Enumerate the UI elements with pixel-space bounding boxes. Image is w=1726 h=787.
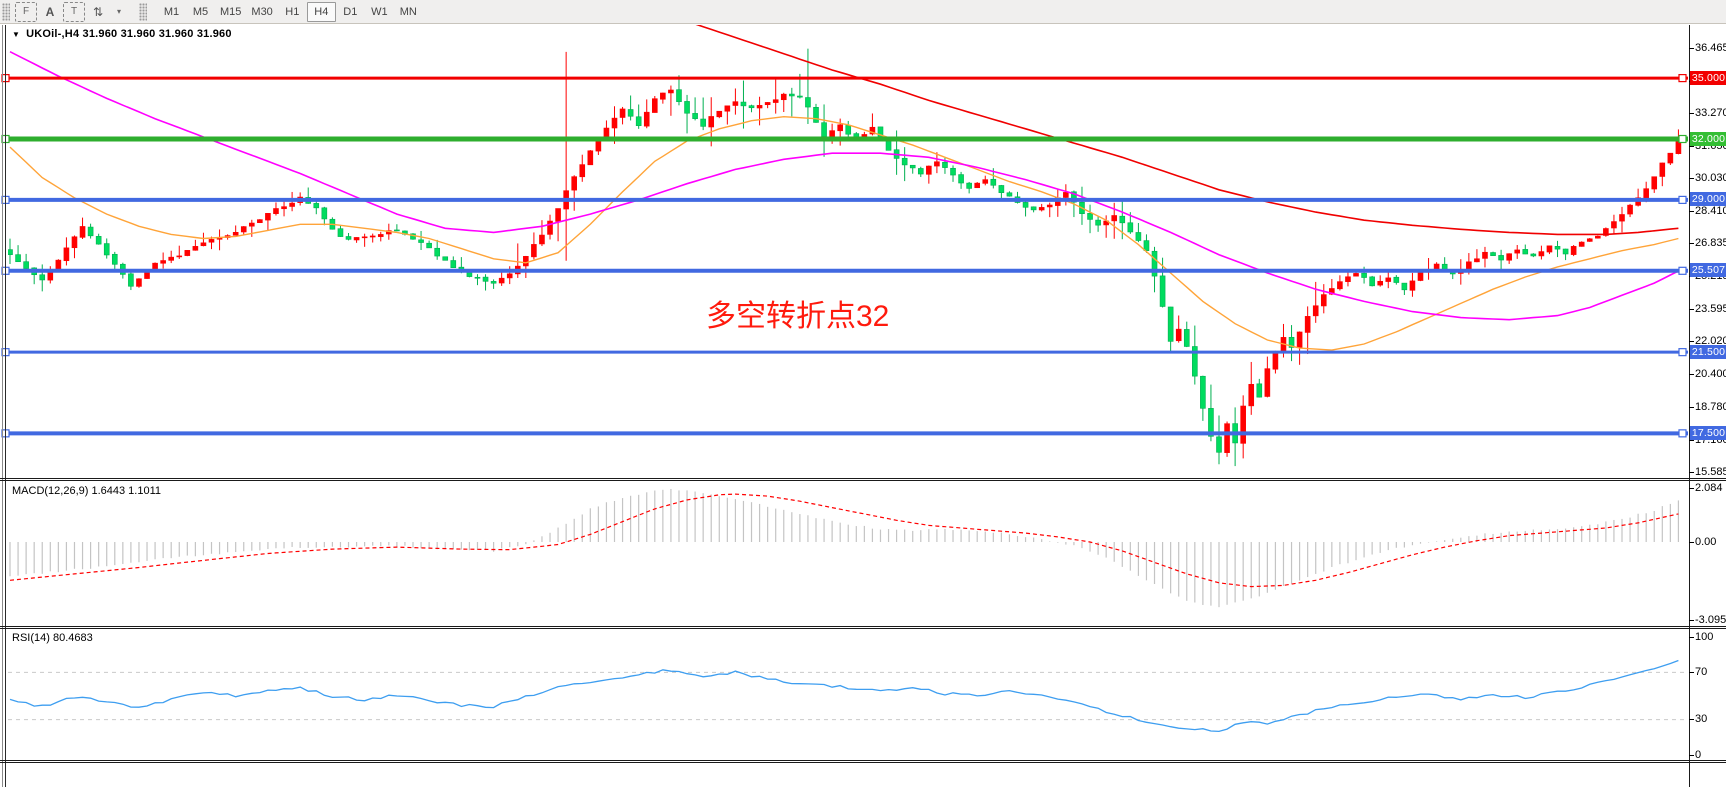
macd-axis-label: 2.084 xyxy=(1695,482,1723,494)
panel-separator xyxy=(0,760,1726,761)
price-tick-mark xyxy=(1689,178,1694,179)
toolbar: F A T ⇅ ▾ M1 M5 M15 M30 H1 H4 D1 W1 MN xyxy=(0,0,1726,24)
candles xyxy=(8,48,1682,467)
chart-window: ▼ UKOil-,H4 31.960 31.960 31.960 31.960 … xyxy=(0,25,1726,787)
rsi-line xyxy=(9,659,1679,733)
price-tick-mark xyxy=(1689,113,1694,114)
price-tick-label: 30.030 xyxy=(1695,172,1726,184)
rsi-axis-label: 100 xyxy=(1695,631,1714,643)
toolbar-icons: F A T ⇅ ▾ xyxy=(14,1,131,22)
price-tick-label: 22.020 xyxy=(1695,335,1726,347)
rsi-axis-label: 70 xyxy=(1695,666,1708,678)
rsi-indicator-label: RSI(14) 80.4683 xyxy=(12,632,93,644)
rsi-axis-label: 0 xyxy=(1695,749,1702,761)
chart-left-border-outer xyxy=(2,25,3,787)
price-tick-label: 36.465 xyxy=(1695,42,1726,54)
panel-separator xyxy=(0,762,1726,763)
rsi-axis-label: 30 xyxy=(1695,713,1708,725)
price-level-line-32.000[interactable] xyxy=(1,134,1688,144)
panel-separator xyxy=(0,628,1726,629)
price-level-badge-32.000: 32.000 xyxy=(1690,132,1726,146)
price-level-badge-17.500: 17.500 xyxy=(1690,426,1726,440)
macd-indicator-label: MACD(12,26,9) 1.6443 1.1011 xyxy=(12,485,161,497)
rsi-tick-mark xyxy=(1689,637,1694,638)
timeframe-button-M1[interactable]: M1 xyxy=(157,2,186,22)
rsi-tick-mark xyxy=(1689,672,1694,673)
chart-left-border-inner xyxy=(5,25,6,787)
panel-separator xyxy=(0,478,1726,479)
toolbar-grip-2[interactable] xyxy=(139,2,147,21)
price-tick-label: 15.585 xyxy=(1695,466,1726,478)
collapse-chart-icon[interactable]: ▼ xyxy=(12,29,21,39)
price-axis-border xyxy=(1689,25,1690,787)
macd-histogram xyxy=(9,488,1680,608)
price-tick-mark xyxy=(1689,440,1694,441)
timeframe-button-W1[interactable]: W1 xyxy=(365,2,394,22)
timeframe-button-D1[interactable]: D1 xyxy=(336,2,365,22)
price-tick-label: 26.835 xyxy=(1695,237,1726,249)
chart-canvas xyxy=(1,25,1688,733)
price-level-line-17.500[interactable] xyxy=(1,429,1688,438)
price-tick-label: 23.595 xyxy=(1695,303,1726,315)
macd-tick-mark xyxy=(1689,542,1694,543)
slow-ma-line xyxy=(695,25,1679,236)
price-tick-label: 20.400 xyxy=(1695,368,1726,380)
timeframe-button-H1[interactable]: H1 xyxy=(278,2,307,22)
timeframe-group: M1 M5 M15 M30 H1 H4 D1 W1 MN xyxy=(157,1,423,22)
panel-separator xyxy=(0,480,1726,481)
price-tick-mark xyxy=(1689,243,1694,244)
panel-separator xyxy=(0,626,1726,627)
timeframe-button-H4[interactable]: H4 xyxy=(306,1,336,22)
price-tick-mark xyxy=(1689,472,1694,473)
rsi-tick-mark xyxy=(1689,755,1694,756)
price-level-line-35.000[interactable] xyxy=(1,73,1688,83)
text-label-icon[interactable]: T xyxy=(63,1,85,22)
timeframe-button-M15[interactable]: M15 xyxy=(215,2,246,22)
price-tick-label: 18.780 xyxy=(1695,401,1726,413)
font-a-icon[interactable]: A xyxy=(45,4,55,19)
price-level-badge-25.507: 25.507 xyxy=(1690,263,1726,277)
macd-axis-label: -3.0957 xyxy=(1695,614,1726,626)
price-tick-label: 33.270 xyxy=(1695,107,1726,119)
timeframe-button-M30[interactable]: M30 xyxy=(246,2,277,22)
price-level-badge-21.500: 21.500 xyxy=(1690,345,1726,359)
template-f-icon[interactable]: F xyxy=(15,1,37,22)
toolbar-grip[interactable] xyxy=(2,2,10,21)
macd-tick-mark xyxy=(1689,488,1694,489)
macd-tick-mark xyxy=(1689,620,1694,621)
price-tick-mark xyxy=(1689,48,1694,49)
rsi-tick-mark xyxy=(1689,719,1694,720)
price-tick-mark xyxy=(1689,374,1694,375)
timeframe-button-MN[interactable]: MN xyxy=(394,2,423,22)
price-tick-mark xyxy=(1689,407,1694,408)
timeframe-button-M5[interactable]: M5 xyxy=(186,2,215,22)
macd-axis-label: 0.00 xyxy=(1695,536,1717,548)
chart-title-ohlc: UKOil-,H4 31.960 31.960 31.960 31.960 xyxy=(26,28,232,40)
price-tick-mark xyxy=(1689,309,1694,310)
macd-signal-line xyxy=(9,493,1679,588)
price-level-line-29.000[interactable] xyxy=(1,195,1688,204)
price-tick-mark xyxy=(1689,211,1694,212)
price-tick-mark xyxy=(1689,146,1694,147)
price-level-badge-29.000: 29.000 xyxy=(1690,192,1726,206)
chart-title-bar: ▼ UKOil-,H4 31.960 31.960 31.960 31.960 xyxy=(12,28,232,40)
dropdown-caret-icon[interactable]: ▾ xyxy=(116,7,121,16)
price-tick-label: 28.410 xyxy=(1695,205,1726,217)
cursor-style-icon[interactable]: ⇅ xyxy=(92,4,104,19)
chart-annotation-text[interactable]: 多空转折点32 xyxy=(706,300,890,333)
fast-ma-line xyxy=(9,115,1679,351)
price-level-badge-35.000: 35.000 xyxy=(1690,71,1726,85)
price-tick-mark xyxy=(1689,341,1694,342)
mid-ma-line xyxy=(9,50,1679,321)
price-level-line-21.500[interactable] xyxy=(1,348,1688,357)
